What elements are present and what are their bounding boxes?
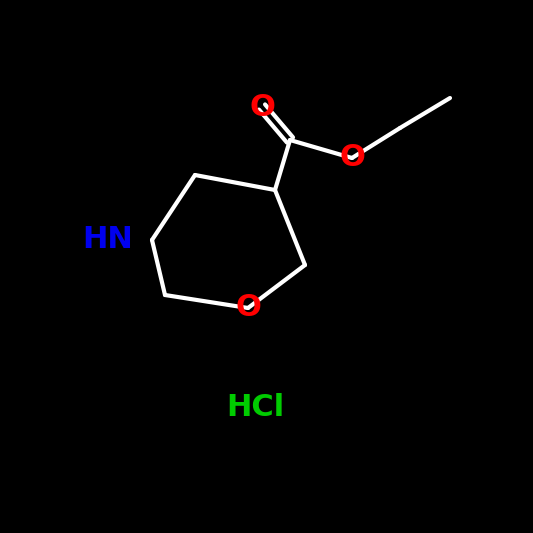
- Text: HN: HN: [83, 225, 133, 254]
- Text: O: O: [249, 93, 275, 122]
- Text: O: O: [339, 143, 365, 173]
- Text: HCl: HCl: [226, 393, 284, 423]
- Text: O: O: [235, 294, 261, 322]
